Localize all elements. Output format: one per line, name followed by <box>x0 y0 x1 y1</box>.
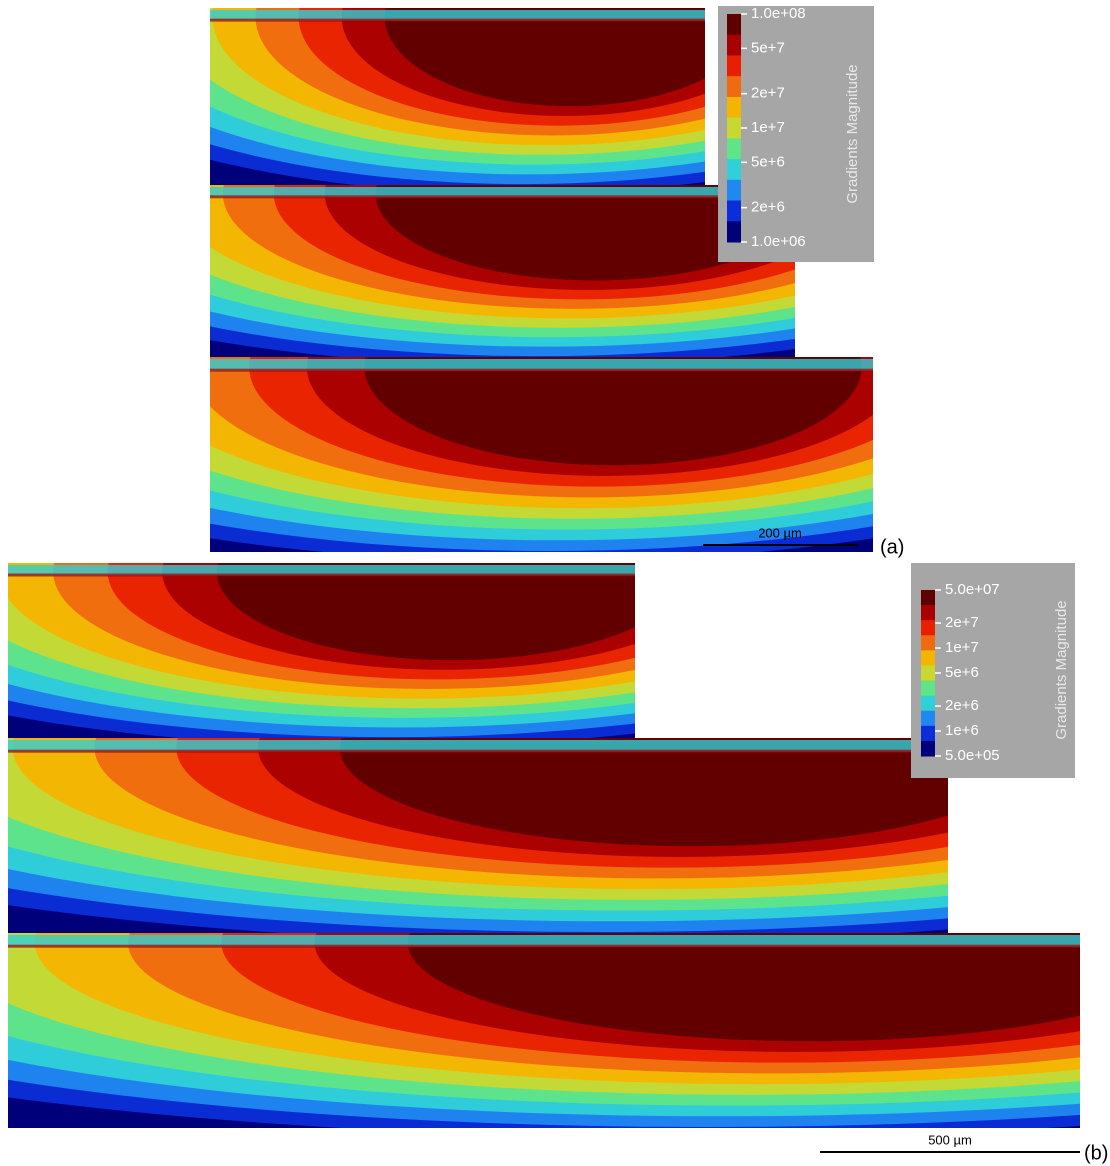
colorbar-swatch <box>921 650 935 666</box>
surface-edge <box>210 195 795 199</box>
colorbar-title: Gradients Magnitude <box>1053 600 1070 739</box>
colorbar-tick-label: 1e+6 <box>945 722 979 739</box>
colorbar-box <box>911 563 1075 778</box>
surface-edge <box>8 944 1080 948</box>
colorbar-tick-label: 5e+7 <box>751 39 785 56</box>
colorbar-tick-label: 2e+7 <box>751 85 785 102</box>
colorbar-title: Gradients Magnitude <box>844 64 861 203</box>
colorbar-swatch <box>727 55 741 77</box>
colorbar-tick-label: 2e+6 <box>751 199 785 216</box>
colorbar-tick-label: 1.0e+08 <box>751 5 806 22</box>
colorbar-swatch <box>727 117 741 139</box>
surface-layer <box>8 935 1080 947</box>
surface-layer <box>210 359 873 371</box>
colorbar-swatch <box>727 14 741 36</box>
surface-edge <box>8 573 635 577</box>
panel-label: (a) <box>880 536 904 558</box>
surface-edge <box>210 18 705 22</box>
colorbar-swatch <box>727 34 741 56</box>
colorbar-swatch <box>921 590 935 606</box>
colorbar-swatch <box>727 76 741 98</box>
colorbar-swatch <box>921 680 935 697</box>
contour-band <box>375 185 795 281</box>
contour-band <box>384 8 705 107</box>
surface-layer <box>8 740 948 752</box>
colorbar-swatch <box>921 605 935 621</box>
surface-layer <box>210 187 795 198</box>
colorbar-tick-label: 2e+7 <box>945 614 979 631</box>
contour-band <box>216 563 635 661</box>
colorbar-swatch <box>727 96 741 119</box>
rendering <box>8 563 635 738</box>
colorbar-swatch <box>727 221 741 243</box>
surface-layer <box>8 565 635 576</box>
contour-band <box>407 933 1080 1042</box>
colorbar-tick-label: 1.0e+06 <box>751 233 806 250</box>
rendering <box>210 357 873 552</box>
surface-layer <box>210 10 705 21</box>
scale-bar-label: 200 µm <box>758 525 802 540</box>
rendering <box>210 185 795 357</box>
colorbar-swatch <box>921 620 935 636</box>
colorbar-tick-label: 5e+6 <box>751 153 785 170</box>
colorbar-swatch <box>921 635 935 651</box>
contour-band <box>339 738 948 847</box>
colorbar-tick-label: 5e+6 <box>945 664 979 681</box>
colorbar-swatch <box>921 665 935 682</box>
rendering <box>8 933 1080 1128</box>
colorbar-swatch <box>921 710 935 727</box>
colorbar-tick-label: 2e+6 <box>945 697 979 714</box>
rendering <box>8 738 948 933</box>
colorbar-tick-label: 5.0e+07 <box>945 581 1000 598</box>
colorbar-swatch <box>727 200 741 222</box>
rendering <box>210 8 705 185</box>
scale-bar-label: 500 µm <box>928 1132 972 1147</box>
colorbar-tick-label: 1e+7 <box>751 119 785 136</box>
contour-band <box>364 357 862 466</box>
colorbar-swatch <box>727 159 741 181</box>
colorbar-swatch <box>921 740 935 757</box>
colorbar-swatch <box>727 138 741 160</box>
colorbar-swatch <box>921 725 935 742</box>
colorbar-tick-label: 5.0e+05 <box>945 747 1000 764</box>
surface-edge <box>8 749 948 753</box>
panel-label: (b) <box>1084 1142 1108 1164</box>
colorbar-tick-label: 1e+7 <box>945 639 979 656</box>
colorbar-swatch <box>921 695 935 712</box>
colorbar-swatch <box>727 179 741 202</box>
surface-edge <box>210 368 873 372</box>
